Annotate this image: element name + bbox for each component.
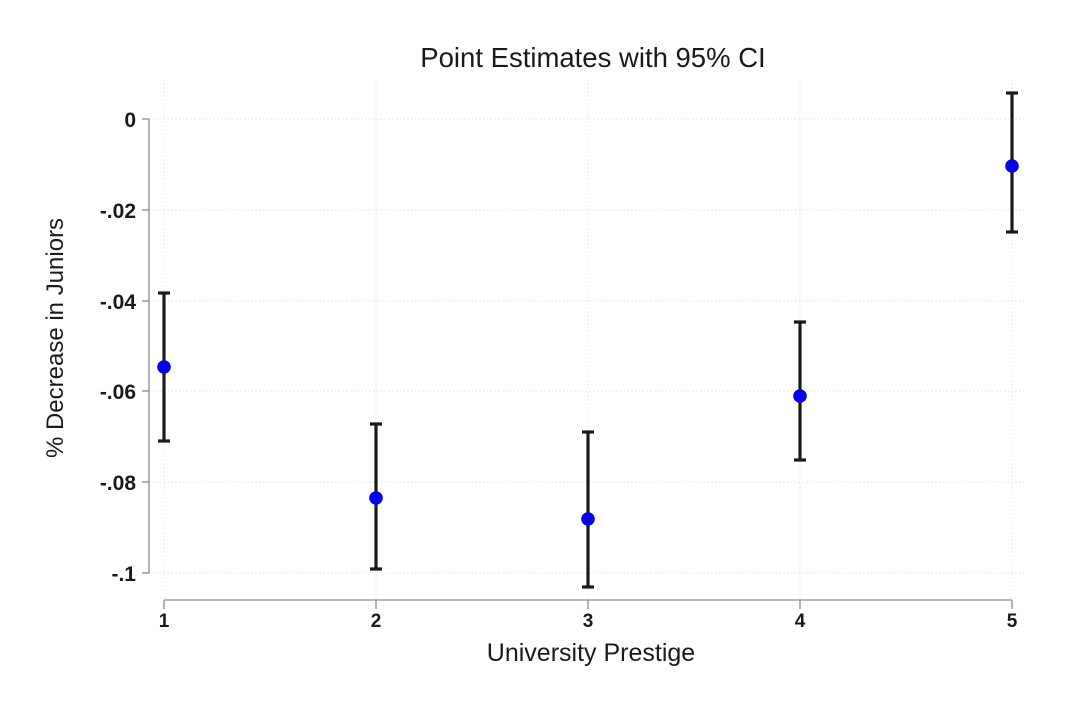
svg-text:5: 5 bbox=[1007, 611, 1018, 632]
svg-text:-.1: -.1 bbox=[111, 563, 136, 586]
svg-text:University Prestige: University Prestige bbox=[487, 639, 695, 667]
svg-text:-.04: -.04 bbox=[100, 291, 137, 314]
svg-text:1: 1 bbox=[159, 611, 170, 632]
svg-text:-.08: -.08 bbox=[100, 472, 137, 495]
svg-text:3: 3 bbox=[583, 611, 594, 632]
svg-text:2: 2 bbox=[371, 611, 382, 632]
svg-text:4: 4 bbox=[795, 611, 806, 632]
svg-text:% Decrease in Juniors: % Decrease in Juniors bbox=[42, 218, 69, 458]
svg-text:-.02: -.02 bbox=[100, 200, 136, 223]
svg-text:Point Estimates with 95% CI: Point Estimates with 95% CI bbox=[420, 42, 765, 73]
svg-text:-.06: -.06 bbox=[100, 381, 136, 404]
svg-text:0: 0 bbox=[124, 109, 136, 132]
